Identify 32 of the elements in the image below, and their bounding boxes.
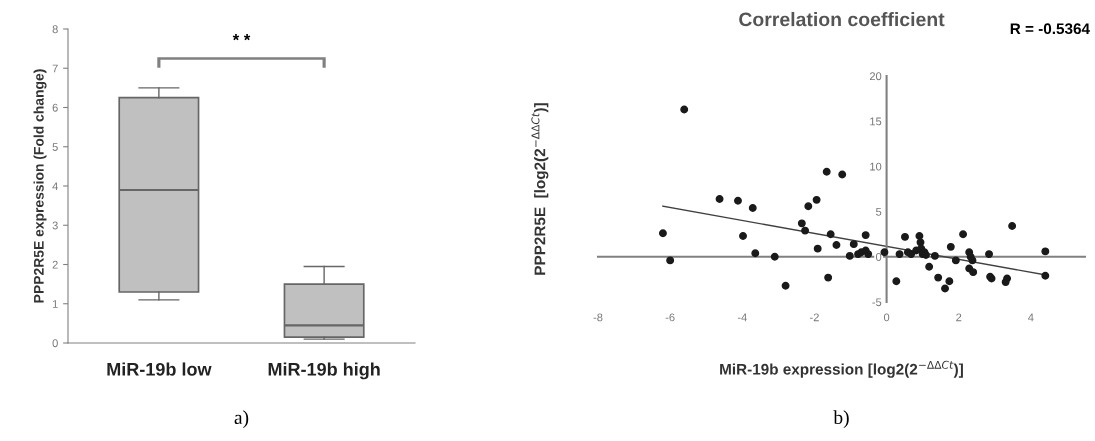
x-axis-title: MiR-19b expression [log2(2$^{−ΔΔCt}$)] [720,360,963,378]
text: R = -0.5364 [1010,23,1090,35]
y-tick-label: 2 [52,260,58,269]
x-tick-label: MiR-19b high [268,362,380,380]
x-tick-label: 4 [1028,313,1034,322]
y-tick-label: 0 [875,253,882,261]
y-axis-title: PPP2R5E expression (Fold change) [33,69,47,303]
text: a) [234,410,249,428]
x-tick-label: -2 [810,313,819,322]
y-tick-label: 8 [52,25,58,34]
y-tick-label: 10 [870,162,882,171]
y-tick-label: 15 [870,117,882,126]
x-tick-label: -8 [593,313,603,322]
x-tick-label: MiR-19b low [107,362,212,376]
y-tick-label: 4 [52,182,58,191]
y-axis-title: PPP2R5E [log2(2$^{−ΔΔCt}$)] [531,103,549,275]
x-tick-label: -6 [665,313,675,322]
y-tick-label: 20 [869,72,882,81]
annotation: * * [232,34,251,41]
y-tick-label: 3 [52,221,58,230]
x-tick-label: -4 [737,313,747,322]
y-tick-label: 1 [52,300,58,308]
x-tick-label: 2 [956,313,962,322]
y-tick-label: -5 [872,298,882,307]
y-tick-label: 5 [52,143,58,151]
text: b) [833,410,849,428]
x-tick-label: 0 [883,313,890,322]
y-tick-label: 0 [52,339,58,348]
chart-title: Correlation coefficient [739,12,945,27]
y-tick-label: 5 [876,207,882,216]
y-tick-label: 6 [52,103,58,112]
y-tick-label: 7 [52,64,58,73]
